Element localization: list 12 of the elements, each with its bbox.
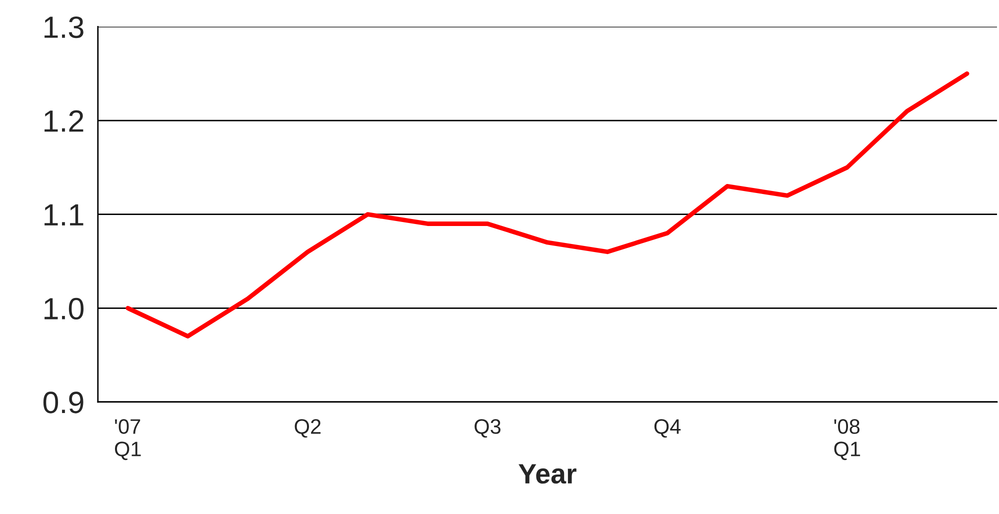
line-series [126, 71, 970, 339]
y-tick-label: 1.0 [44, 298, 84, 320]
y-tick-label: 1.1 [44, 204, 84, 226]
y-tick-label: 1.2 [44, 110, 84, 132]
x-tick-label: Q2 [294, 419, 321, 438]
x-tick-label: '08 Q1 [834, 419, 860, 460]
y-tick-label: 1.3 [44, 16, 84, 38]
x-axis-title: Year [518, 464, 576, 484]
x-tick-label: '07 Q1 [114, 419, 141, 460]
x-tick-label: Q4 [654, 419, 681, 438]
x-tick-label: Q3 [474, 419, 500, 438]
y-tick-label: 0.9 [43, 392, 84, 414]
